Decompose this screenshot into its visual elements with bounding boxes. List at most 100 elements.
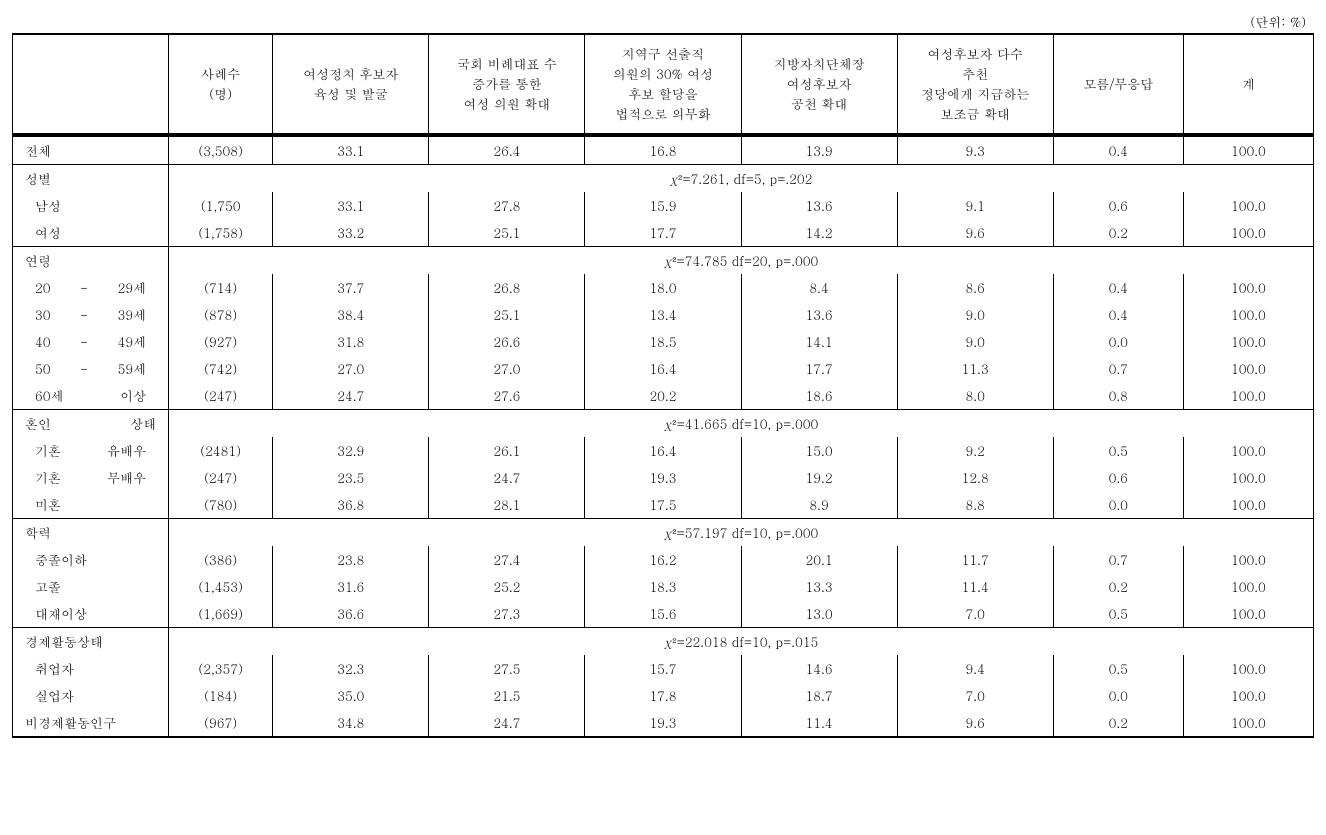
cell-value: 32.9 (273, 437, 429, 464)
row-label: 60세 이상 (13, 382, 169, 410)
cell-value: 100.0 (1183, 274, 1313, 301)
cell-value: 24.7 (273, 382, 429, 410)
col-header-c2: 여성정치 후보자육성 및 발굴 (273, 34, 429, 134)
cell-value: 18.0 (585, 274, 741, 301)
cell-value: 11.7 (897, 546, 1053, 573)
col-header-blank (13, 34, 169, 134)
cell-value: 14.6 (741, 655, 897, 682)
cell-value: 12.8 (897, 464, 1053, 491)
stat-cell: χ²=41.665 df=10, p=.000 (169, 410, 1314, 438)
cell-value: 19.3 (585, 464, 741, 491)
cell-value: 0.2 (1053, 219, 1183, 247)
cell-sample: (386) (169, 546, 273, 573)
cell-value: 17.7 (585, 219, 741, 247)
cell-value: 26.4 (429, 136, 585, 165)
cell-value: 19.3 (585, 709, 741, 737)
cell-value: 26.1 (429, 437, 585, 464)
cell-value: 9.4 (897, 655, 1053, 682)
cell-value: 25.1 (429, 219, 585, 247)
cell-value: 18.7 (741, 682, 897, 709)
cell-sample: (3,508) (169, 136, 273, 165)
cell-value: 33.2 (273, 219, 429, 247)
cell-value: 13.6 (741, 192, 897, 219)
cell-value: 0.7 (1053, 546, 1183, 573)
cell-value: 36.6 (273, 600, 429, 628)
row-label: 50 - 59세 (13, 355, 169, 382)
cell-value: 25.1 (429, 301, 585, 328)
cell-value: 15.9 (585, 192, 741, 219)
cell-value: 13.0 (741, 600, 897, 628)
cell-value: 100.0 (1183, 600, 1313, 628)
cell-value: 100.0 (1183, 709, 1313, 737)
cell-value: 24.7 (429, 464, 585, 491)
unit-label: (단위: %) (12, 12, 1314, 31)
cell-value: 8.0 (897, 382, 1053, 410)
cell-value: 31.6 (273, 573, 429, 600)
cell-sample: (247) (169, 464, 273, 491)
cell-sample: (1,758) (169, 219, 273, 247)
stat-cell: χ²=7.261, df=5, p=.202 (169, 165, 1314, 193)
col-header-c3: 국회 비례대표 수증가를 통한여성 의원 확대 (429, 34, 585, 134)
cell-value: 35.0 (273, 682, 429, 709)
cell-value: 17.8 (585, 682, 741, 709)
cell-value: 9.2 (897, 437, 1053, 464)
stat-cell: χ²=57.197 df=10, p=.000 (169, 519, 1314, 547)
cell-value: 13.3 (741, 573, 897, 600)
section-label: 혼인 상태 (13, 410, 169, 438)
cell-value: 26.6 (429, 328, 585, 355)
cell-sample: (1,669) (169, 600, 273, 628)
cell-value: 9.6 (897, 709, 1053, 737)
cell-value: 0.4 (1053, 136, 1183, 165)
cell-value: 27.5 (429, 655, 585, 682)
cell-value: 14.1 (741, 328, 897, 355)
cell-value: 9.6 (897, 219, 1053, 247)
cell-sample: (780) (169, 491, 273, 519)
cell-value: 33.1 (273, 136, 429, 165)
cell-value: 9.1 (897, 192, 1053, 219)
cell-value: 23.8 (273, 546, 429, 573)
cell-value: 27.0 (429, 355, 585, 382)
cell-value: 0.2 (1053, 709, 1183, 737)
cell-value: 17.7 (741, 355, 897, 382)
cell-sample: (878) (169, 301, 273, 328)
cell-value: 9.0 (897, 301, 1053, 328)
row-label: 20 - 29세 (13, 274, 169, 301)
cell-value: 23.5 (273, 464, 429, 491)
cell-value: 28.1 (429, 491, 585, 519)
cell-sample: (2,357) (169, 655, 273, 682)
cell-value: 100.0 (1183, 682, 1313, 709)
cell-value: 27.8 (429, 192, 585, 219)
cell-value: 19.2 (741, 464, 897, 491)
cell-value: 0.5 (1053, 655, 1183, 682)
cell-value: 100.0 (1183, 192, 1313, 219)
cell-value: 7.0 (897, 600, 1053, 628)
row-label: 고졸 (13, 573, 169, 600)
section-label: 경제활동상태 (13, 628, 169, 656)
cell-value: 24.7 (429, 709, 585, 737)
cell-value: 0.0 (1053, 491, 1183, 519)
cell-value: 8.8 (897, 491, 1053, 519)
cell-value: 100.0 (1183, 136, 1313, 165)
col-header-c4: 지역구 선출직의원의 30% 여성후보 할당을법적으로 의무화 (585, 34, 741, 134)
col-header-c8: 계 (1183, 34, 1313, 134)
cell-value: 100.0 (1183, 546, 1313, 573)
cell-value: 20.2 (585, 382, 741, 410)
cell-value: 0.6 (1053, 464, 1183, 491)
col-header-sample: 사례수(명) (169, 34, 273, 134)
cell-value: 100.0 (1183, 328, 1313, 355)
cell-value: 100.0 (1183, 355, 1313, 382)
cell-value: 14.2 (741, 219, 897, 247)
cell-value: 38.4 (273, 301, 429, 328)
section-label: 성별 (13, 165, 169, 193)
cell-value: 100.0 (1183, 301, 1313, 328)
cell-value: 21.5 (429, 682, 585, 709)
cell-value: 100.0 (1183, 219, 1313, 247)
cell-value: 16.4 (585, 355, 741, 382)
cell-value: 0.0 (1053, 328, 1183, 355)
cell-value: 27.3 (429, 600, 585, 628)
section-label: 연령 (13, 247, 169, 275)
cell-value: 26.8 (429, 274, 585, 301)
cell-sample: (247) (169, 382, 273, 410)
cell-value: 0.4 (1053, 274, 1183, 301)
cell-value: 16.4 (585, 437, 741, 464)
